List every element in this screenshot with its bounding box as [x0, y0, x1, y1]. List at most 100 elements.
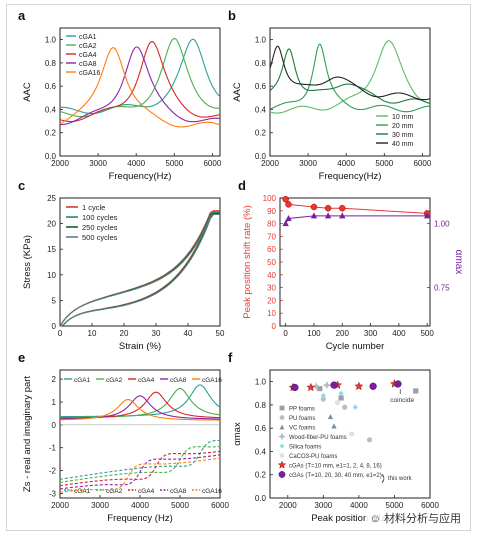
y-tick-label-e: -1	[49, 444, 57, 453]
legend-label-b: 20 mm	[392, 123, 414, 130]
data-point-f	[291, 383, 299, 392]
x-tick-label-e: 5000	[171, 501, 189, 510]
legend-label-e-imag: cGA8	[170, 488, 187, 495]
legend-label-f: Wood-fiber-PU foams	[289, 435, 347, 441]
legend-marker-f	[279, 453, 285, 458]
series-line-a-cGA8	[60, 46, 220, 126]
x-tick-label-b: 3000	[299, 159, 317, 168]
panel-label-a: a	[18, 8, 26, 23]
y2-axis-label-d: αmax	[453, 250, 464, 275]
y-tick-label-f: 1.0	[255, 378, 267, 387]
x-tick-label-c: 10	[88, 329, 97, 338]
legend-label-f: VC foams	[289, 426, 315, 432]
series-line-a-cGA4	[59, 41, 221, 123]
x-tick-label-d: 500	[420, 329, 434, 338]
series-real-e-cGA16	[59, 398, 220, 421]
y-tick-label-f: 0.8	[255, 401, 267, 410]
legend-marker-f	[278, 432, 286, 441]
y-tick-label-a: 0.2	[45, 129, 57, 138]
data-point-d-shift	[282, 196, 289, 203]
y-tick-label-e: -2	[49, 467, 57, 476]
legend-marker-f	[278, 471, 286, 478]
data-point-f	[352, 404, 358, 410]
series-imag-e-cGA1	[59, 439, 220, 480]
y-tick-label-a: 0.8	[45, 59, 57, 68]
y-tick-label-e: 1	[52, 398, 57, 407]
x-axis-label-b: Frequency(Hz)	[319, 171, 382, 182]
x-axis-label-c: Strain (%)	[119, 341, 161, 352]
y-axis-label-f: αmax	[232, 422, 243, 446]
x-tick-label-f: 4000	[350, 501, 368, 510]
panel-f: f 2000 3000 4000 5000 6000 0.0 0.2 0.4 0.6 0.8 1.0 P…	[228, 350, 439, 524]
plot-frame-f	[269, 369, 431, 499]
legend-marker-f	[279, 443, 285, 449]
series-line-a-cGA16	[59, 47, 221, 128]
legend-label-e-real: cGA8	[170, 377, 187, 384]
x-tick-label-b: 5000	[375, 159, 393, 168]
y-tick-label-c: 0	[52, 322, 57, 331]
this-work-bracket-f	[381, 473, 385, 484]
legend-label-c: 250 cycles	[82, 223, 118, 232]
legend-label-c: 100 cycles	[82, 213, 118, 222]
y-tick-label-f: 0.2	[255, 471, 267, 480]
legend-label-f: PP foams	[289, 407, 315, 413]
data-point-f	[338, 395, 344, 401]
legend-marker-f	[279, 405, 285, 411]
series-line-b-10 mm	[269, 40, 430, 114]
legend-label-b: 30 mm	[392, 132, 414, 139]
y-tick-label-f: 0.6	[255, 424, 267, 433]
legend-label-a: cGA4	[79, 52, 97, 59]
y-tick-label-a: 0.0	[45, 152, 57, 161]
data-point-f	[312, 382, 321, 391]
data-point-f	[322, 381, 331, 390]
x-tick-label-e: 3000	[91, 501, 109, 510]
legend-label-a: cGA16	[79, 70, 101, 77]
plot-frame-e	[59, 369, 221, 499]
figure-frame	[6, 4, 471, 531]
y-axis-label-c: Stress (KPa)	[22, 235, 33, 289]
y-axis-label-b: AAC	[232, 82, 243, 102]
y-tick-label-d: 100	[263, 194, 277, 203]
legend-label-f: cGAs (T=10, 20, 30, 40 mm, e1=2)	[289, 473, 382, 479]
panel-b: b 2000 3000 4000 5000 6000 0.0 0.2 0.4 0.6 0.8 1.0 F…	[228, 8, 432, 182]
watermark: ☺ 材料分析与应用	[365, 509, 465, 527]
y-tick-label-c: 10	[47, 271, 56, 280]
y-tick-label-a: 0.4	[45, 105, 57, 114]
y-tick-label-d: 90	[267, 207, 276, 216]
legend-marker-f	[279, 424, 285, 430]
y-tick-label-d: 40	[267, 271, 276, 280]
data-point-f	[331, 423, 337, 429]
y2-tick-label-d: 1.00	[434, 220, 450, 229]
legend-label-e-real: cGA16	[202, 377, 222, 384]
y-tick-label-d: 10	[267, 309, 276, 318]
legend-label-f: cGAs (T=10 mm, e1=1, 2, 4, 8, 16)	[289, 464, 382, 470]
x-tick-label-d: 0	[283, 329, 288, 338]
x-tick-label-c: 20	[120, 329, 129, 338]
data-point-f	[349, 431, 355, 437]
plot-frame-c	[59, 197, 221, 327]
data-point-f	[342, 404, 348, 410]
y-tick-label-d: 60	[267, 245, 276, 254]
y-tick-label-e: 0	[52, 421, 57, 430]
panel-label-c: c	[18, 178, 25, 193]
legend-label-f: CaCO3-PU foams	[289, 454, 337, 460]
y-tick-label-c: 25	[47, 194, 56, 203]
panel-label-d: d	[238, 178, 246, 193]
data-point-f	[330, 381, 338, 389]
x-tick-label-f: 6000	[421, 501, 439, 510]
data-point-f	[394, 380, 402, 388]
x-tick-label-c: 50	[216, 329, 225, 338]
data-point-d-alpha	[282, 220, 289, 227]
x-tick-label-d: 200	[336, 329, 350, 338]
y-tick-label-c: 5	[52, 296, 57, 305]
legend-marker-f	[279, 415, 285, 420]
data-point-d-shift	[285, 201, 292, 208]
data-point-d-alpha	[423, 212, 431, 219]
legend-label-c: 500 cycles	[82, 233, 118, 242]
y-tick-label-b: 0.0	[255, 152, 267, 161]
y-axis-label-e: Zs - real and imaginary part	[22, 376, 33, 493]
data-point-f	[366, 437, 373, 443]
plot-frame-b	[269, 27, 431, 157]
y-tick-label-a: 1.0	[45, 36, 57, 45]
y-axis-label-a: AAC	[22, 82, 33, 102]
